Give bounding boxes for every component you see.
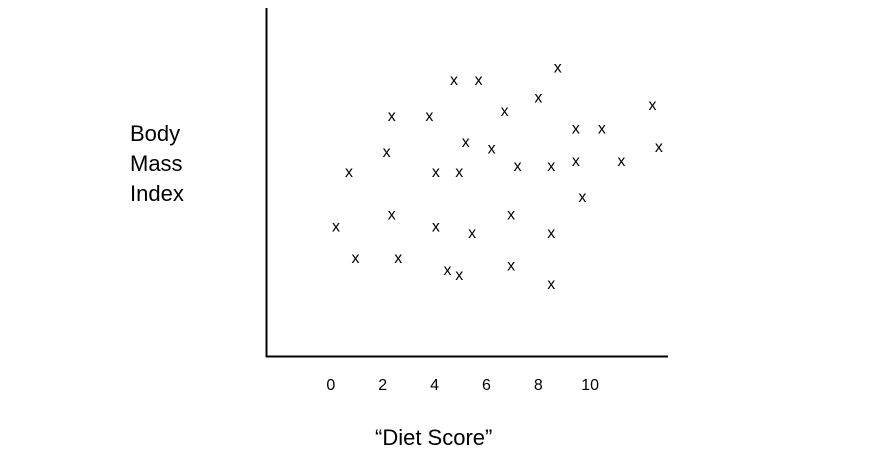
data-point: x <box>383 144 391 161</box>
data-point: x <box>572 153 580 170</box>
x-tick-label: 4 <box>430 377 439 394</box>
data-point: x <box>462 134 470 151</box>
data-point: x <box>617 153 625 170</box>
data-point: x <box>507 257 515 274</box>
y-axis-label-line: Body <box>130 121 181 146</box>
data-point: x <box>572 121 580 138</box>
data-point: x <box>388 108 396 125</box>
x-tick-label: 8 <box>534 377 543 394</box>
data-point: x <box>351 250 359 267</box>
x-tick-labels: 0 2 4 6 8 10 <box>326 377 599 394</box>
x-tick-label: 10 <box>581 377 599 394</box>
data-point: x <box>475 72 483 89</box>
data-point: x <box>514 158 522 175</box>
data-point: x <box>455 267 463 284</box>
data-point: x <box>332 219 340 236</box>
data-point: x <box>450 72 458 89</box>
data-point: x <box>432 219 440 236</box>
y-axis-label-line: Mass <box>130 151 183 176</box>
data-point: x <box>655 139 663 156</box>
x-tick-label: 2 <box>378 377 387 394</box>
data-point: x <box>488 140 496 157</box>
data-point: x <box>507 206 515 223</box>
axes <box>265 8 668 358</box>
data-point: x <box>455 164 463 181</box>
data-point: x <box>547 276 555 293</box>
x-axis-label: “Diet Score” <box>375 425 493 450</box>
y-axis-label: Body Mass Index <box>130 119 184 209</box>
data-point: x <box>444 262 452 279</box>
data-point: x <box>388 206 396 223</box>
data-point: x <box>501 103 509 120</box>
x-tick-label: 0 <box>326 377 335 394</box>
data-point: x <box>547 225 555 242</box>
data-point: x <box>345 164 353 181</box>
data-point: x <box>534 89 542 106</box>
data-point: x <box>554 60 562 77</box>
y-axis-label-line: Index <box>130 181 184 206</box>
data-point: x <box>432 164 440 181</box>
data-point: x <box>468 225 476 242</box>
data-point: x <box>648 97 656 114</box>
data-point: x <box>394 250 402 267</box>
data-point: x <box>578 189 586 206</box>
x-tick-label: 6 <box>482 377 491 394</box>
data-point: x <box>425 108 433 125</box>
data-point: x <box>547 158 555 175</box>
data-point: x <box>598 121 606 138</box>
